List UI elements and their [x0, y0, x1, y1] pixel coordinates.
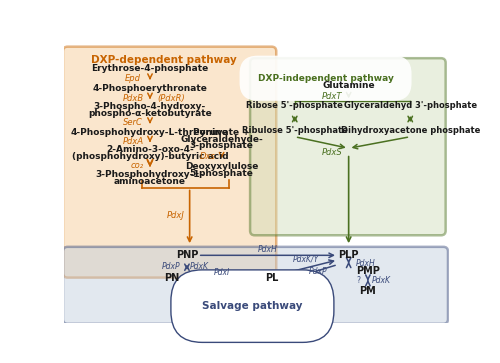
Text: Erythrose-4-phosphate: Erythrose-4-phosphate	[92, 65, 208, 73]
Text: DXP-dependent pathway: DXP-dependent pathway	[91, 55, 236, 65]
Text: aminoacetone: aminoacetone	[114, 177, 186, 186]
Text: Salvage pathway: Salvage pathway	[202, 301, 302, 311]
Text: 3-Phospho-4-hydroxy-: 3-Phospho-4-hydroxy-	[94, 102, 206, 111]
Text: PdxH: PdxH	[356, 258, 376, 268]
Text: PdxT: PdxT	[322, 92, 342, 101]
FancyBboxPatch shape	[63, 46, 276, 278]
Text: Glutamine: Glutamine	[322, 81, 375, 90]
Text: Glyceraldehyd 3'-phosphate: Glyceraldehyd 3'-phosphate	[344, 101, 477, 110]
Text: 4-Phosphoerythronate: 4-Phosphoerythronate	[92, 84, 208, 93]
Text: PNP: PNP	[176, 250, 198, 260]
Text: (PdxR): (PdxR)	[158, 94, 186, 103]
Text: (phosphohydroxy)-butyric acid: (phosphohydroxy)-butyric acid	[72, 152, 229, 161]
Text: PdxK/Y: PdxK/Y	[293, 255, 320, 264]
Text: ?: ?	[356, 276, 360, 285]
Text: 2-Amino-3-oxo-4-: 2-Amino-3-oxo-4-	[106, 145, 194, 154]
Text: PdxK: PdxK	[190, 262, 209, 272]
Text: PdxS: PdxS	[322, 148, 342, 156]
Text: PL: PL	[265, 273, 278, 284]
Text: PdxK: PdxK	[372, 276, 392, 285]
Text: DXP-independent pathway: DXP-independent pathway	[258, 74, 394, 83]
Text: PMP: PMP	[356, 266, 380, 276]
Text: Dxs: Dxs	[200, 152, 216, 161]
Text: PdxI: PdxI	[214, 268, 230, 277]
Text: 3-Phosphohydroxy-1-: 3-Phosphohydroxy-1-	[96, 170, 204, 179]
Text: Dihydroxyacetone phosphate: Dihydroxyacetone phosphate	[340, 126, 480, 135]
Text: Epd: Epd	[125, 74, 141, 83]
Text: Ribose 5'-phosphate: Ribose 5'-phosphate	[246, 101, 343, 110]
Text: PdxB: PdxB	[122, 94, 144, 103]
Text: PLP: PLP	[338, 250, 359, 260]
FancyBboxPatch shape	[250, 58, 446, 235]
Text: PdxP: PdxP	[162, 262, 181, 272]
Text: PN: PN	[164, 273, 179, 284]
Text: phospho-α-ketobutyrate: phospho-α-ketobutyrate	[88, 109, 212, 118]
Text: co₂: co₂	[131, 162, 144, 171]
Text: Glyceraldehyde-: Glyceraldehyde-	[180, 135, 263, 143]
Text: PdxH: PdxH	[258, 245, 278, 254]
Text: SerC: SerC	[123, 118, 143, 127]
Text: PdxP: PdxP	[308, 267, 327, 276]
Text: 4-Phosphohydroxy-L-threonine: 4-Phosphohydroxy-L-threonine	[71, 128, 229, 136]
Text: Pyruvate +: Pyruvate +	[193, 128, 250, 136]
Text: Ribulose 5'-phosphate: Ribulose 5'-phosphate	[242, 126, 348, 135]
Text: PdxA: PdxA	[122, 137, 144, 146]
Text: Salvage pathway: Salvage pathway	[202, 301, 302, 311]
FancyBboxPatch shape	[63, 247, 448, 324]
Text: 3-phosphate: 3-phosphate	[190, 142, 254, 151]
Text: 5-phosphate: 5-phosphate	[190, 169, 254, 178]
Text: PdxJ: PdxJ	[167, 211, 184, 220]
Text: PM: PM	[360, 286, 376, 296]
Text: Deoxyxylulose: Deoxyxylulose	[185, 162, 258, 171]
